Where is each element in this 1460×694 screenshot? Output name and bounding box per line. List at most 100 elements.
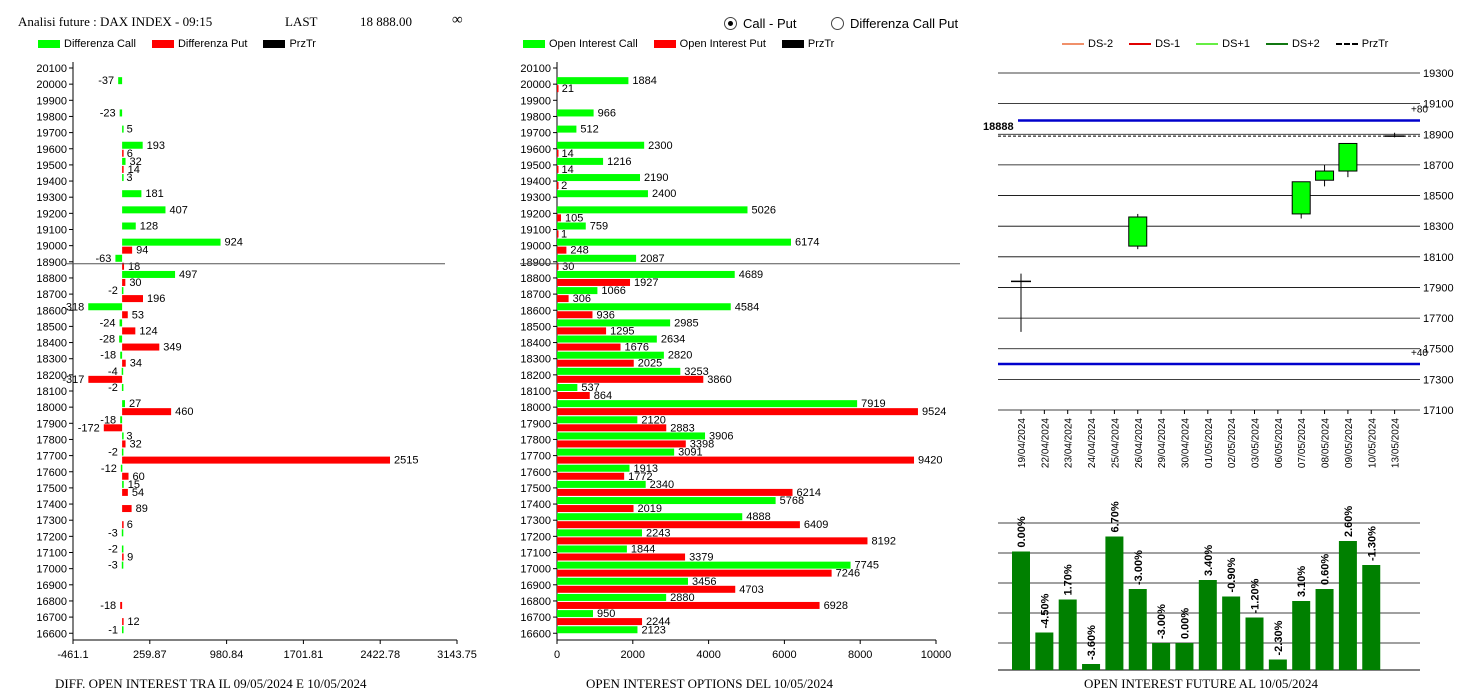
percent-bar [1058, 599, 1077, 670]
call-bar [120, 416, 123, 424]
y-tick-label: 16900 [520, 580, 551, 592]
call-bar [557, 513, 743, 521]
legend-label: Differenza Put [177, 38, 248, 50]
radio-unselected-icon[interactable] [831, 17, 844, 30]
call-data-label: -18 [100, 350, 116, 362]
y-tick-label: 18100 [520, 386, 551, 398]
legend-label: DS+2 [1291, 38, 1320, 50]
y-tick-label: 17300 [1423, 374, 1454, 386]
x-tick-label: 02/05/2024 [1227, 418, 1238, 468]
call-data-label: 6174 [795, 237, 819, 249]
put-bar [120, 601, 123, 609]
call-data-label: 1913 [634, 463, 658, 475]
x-tick-label: 0 [554, 649, 560, 661]
y-tick-label: 19800 [520, 111, 551, 123]
y-tick-label: 19100 [1423, 99, 1454, 111]
radio-differenza-call-put[interactable]: Differenza Call Put [831, 16, 958, 31]
percent-label: 3.40% [1203, 545, 1215, 576]
call-bar [557, 335, 657, 343]
percent-label: -1.20% [1250, 578, 1262, 613]
y-tick-label: 17000 [36, 564, 67, 576]
put-data-label: 3379 [689, 552, 713, 564]
radio-call-put[interactable]: Call - Put [724, 16, 796, 31]
call-bar [557, 77, 629, 85]
put-bar [88, 375, 123, 383]
y-tick-label: 18800 [520, 273, 551, 285]
put-bar [557, 601, 820, 609]
call-data-label: 181 [145, 188, 163, 200]
percent-label: 1.70% [1063, 564, 1075, 595]
radio-selected-icon[interactable] [724, 17, 737, 30]
put-bar [122, 472, 129, 480]
y-tick-label: 17100 [1423, 405, 1454, 417]
call-bar [557, 206, 748, 214]
put-data-label: 460 [175, 406, 193, 418]
y-tick-label: 20100 [36, 63, 67, 75]
put-bar [122, 165, 124, 173]
y-tick-label: 18500 [36, 321, 67, 333]
call-data-label: 950 [597, 608, 615, 620]
call-data-label: 2243 [646, 527, 670, 539]
call-data-label: 7745 [855, 560, 879, 572]
call-data-label: 4888 [746, 511, 770, 523]
x-tick-label: 29/04/2024 [1157, 418, 1168, 468]
call-data-label: 3906 [709, 430, 733, 442]
call-data-label: 924 [225, 237, 243, 249]
call-bar [557, 626, 638, 634]
call-data-label: 2634 [661, 334, 685, 346]
put-bar [122, 343, 160, 351]
call-bar [119, 109, 123, 117]
call-data-label: 2820 [668, 350, 692, 362]
call-bar [122, 480, 124, 488]
y-tick-label: 17400 [36, 499, 67, 511]
last-value: 18 888.00 [360, 14, 412, 29]
put-bar [557, 230, 559, 238]
call-bar [557, 157, 604, 165]
put-data-label: 9420 [918, 455, 942, 467]
y-tick-label: 18600 [36, 305, 67, 317]
call-data-label: -63 [96, 253, 112, 265]
call-data-label: 7919 [861, 398, 885, 410]
put-bar [557, 262, 559, 270]
legend-label: PrzTr [289, 38, 316, 50]
chart2-caption: OPEN INTEREST OPTIONS DEL 10/05/2024 [586, 676, 833, 691]
upper-band-label: +80 [1411, 104, 1428, 115]
candle-body [1315, 170, 1335, 181]
call-bar [121, 448, 124, 456]
put-bar [122, 488, 128, 496]
call-bar [121, 561, 124, 569]
percent-bar [1105, 536, 1124, 670]
put-bar [103, 424, 123, 432]
call-data-label: 15 [128, 479, 140, 491]
y-tick-label: 19300 [520, 192, 551, 204]
put-data-label: 53 [132, 309, 144, 321]
call-bar [120, 464, 123, 472]
y-tick-label: 18100 [1423, 252, 1454, 264]
y-tick-label: 18500 [1423, 191, 1454, 203]
call-data-label: -2 [108, 382, 118, 394]
y-tick-label: 17600 [520, 467, 551, 479]
call-data-label: 5 [127, 124, 133, 136]
percent-label: -3.60% [1086, 625, 1098, 660]
y-tick-label: 18900 [36, 257, 67, 269]
x-tick-label: 03/05/2024 [1251, 418, 1262, 468]
put-data-label: -317 [62, 374, 84, 386]
y-tick-label: 18200 [520, 370, 551, 382]
legend-label: Open Interest Put [679, 38, 766, 50]
y-tick-label: 19100 [520, 225, 551, 237]
put-bar [557, 359, 634, 367]
y-tick-label: 19900 [520, 95, 551, 107]
call-data-label: -18 [100, 414, 116, 426]
last-price-label: 18888 [983, 121, 1014, 133]
lower-band-label: +40 [1411, 348, 1428, 359]
put-data-label: 3860 [707, 374, 731, 386]
put-data-label: 9524 [922, 406, 946, 418]
legend-swatch [151, 40, 174, 48]
call-data-label: -24 [100, 317, 116, 329]
put-bar [122, 618, 124, 626]
put-bar [557, 278, 631, 286]
put-data-label: -172 [78, 422, 100, 434]
put-data-label: 9 [127, 552, 133, 564]
candle-body [1291, 181, 1311, 215]
